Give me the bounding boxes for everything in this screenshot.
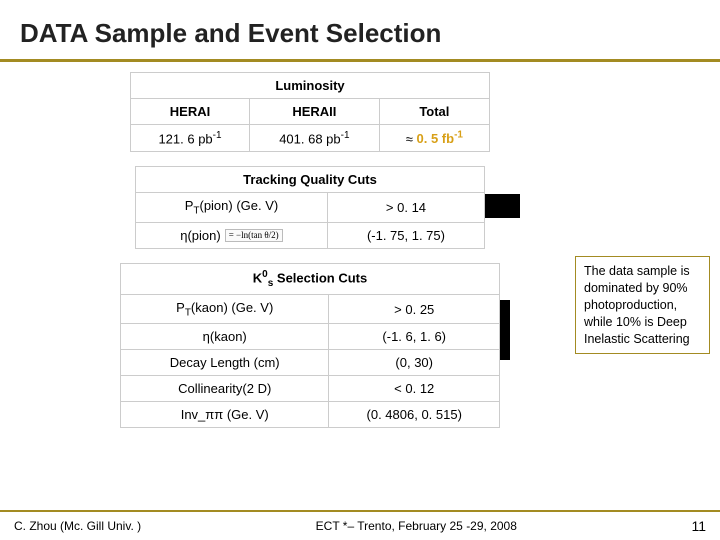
kaon-value: (-1. 6, 1. 6) — [329, 324, 500, 350]
lum-val-total: ≈ 0. 5 fb-1 — [379, 125, 489, 152]
page-title: DATA Sample and Event Selection — [20, 18, 720, 49]
kaon-label: Collinearity(2 D) — [121, 376, 329, 402]
kaon-label: η(kaon) — [121, 324, 329, 350]
tracking-value: > 0. 14 — [327, 193, 484, 223]
table-row: Inv_ππ (Ge. V)(0. 4806, 0. 515) — [121, 402, 500, 428]
tracking-label: η(pion) = −ln(tan θ/2) — [136, 222, 328, 248]
table-row: Decay Length (cm)(0, 30) — [121, 350, 500, 376]
title-bar: DATA Sample and Event Selection — [0, 0, 720, 62]
tracking-header: Tracking Quality Cuts — [136, 167, 485, 193]
table-row: η(kaon)(-1. 6, 1. 6) — [121, 324, 500, 350]
footer: C. Zhou (Mc. Gill Univ. ) ECT *– Trento,… — [0, 510, 720, 540]
content-area: Luminosity HERAI HERAII Total 121. 6 pb-… — [0, 62, 720, 502]
tracking-table: Tracking Quality Cuts PT(pion) (Ge. V)> … — [135, 166, 485, 249]
kaon-table: K0s Selection Cuts PT(kaon) (Ge. V)> 0. … — [120, 263, 500, 429]
lum-col-2: Total — [379, 99, 489, 125]
luminosity-val-row: 121. 6 pb-1 401. 68 pb-1 ≈ 0. 5 fb-1 — [131, 125, 490, 152]
lum-val-0: 121. 6 pb-1 — [131, 125, 250, 152]
table-row: η(pion) = −ln(tan θ/2)(-1. 75, 1. 75) — [136, 222, 485, 248]
kaon-label: Decay Length (cm) — [121, 350, 329, 376]
tracking-value: (-1. 75, 1. 75) — [327, 222, 484, 248]
table-row: PT(pion) (Ge. V)> 0. 14 — [136, 193, 485, 223]
table-row: Collinearity(2 D)< 0. 12 — [121, 376, 500, 402]
kaon-value: (0. 4806, 0. 515) — [329, 402, 500, 428]
kaon-label: PT(kaon) (Ge. V) — [121, 294, 329, 324]
footer-left: C. Zhou (Mc. Gill Univ. ) — [14, 519, 141, 533]
luminosity-header: Luminosity — [131, 73, 490, 99]
kaon-value: (0, 30) — [329, 350, 500, 376]
kaon-body: PT(kaon) (Ge. V)> 0. 25η(kaon)(-1. 6, 1.… — [121, 294, 500, 428]
luminosity-table: Luminosity HERAI HERAII Total 121. 6 pb-… — [130, 72, 490, 152]
footer-center: ECT *– Trento, February 25 -29, 2008 — [316, 519, 517, 533]
kaon-label: Inv_ππ (Ge. V) — [121, 402, 329, 428]
note-box: The data sample is dominated by 90% phot… — [575, 256, 710, 354]
footer-page: 11 — [691, 518, 706, 534]
lum-val-1: 401. 68 pb-1 — [250, 125, 380, 152]
table-row: PT(kaon) (Ge. V)> 0. 25 — [121, 294, 500, 324]
lum-col-0: HERAI — [131, 99, 250, 125]
kaon-value: > 0. 25 — [329, 294, 500, 324]
kaon-value: < 0. 12 — [329, 376, 500, 402]
tracking-label: PT(pion) (Ge. V) — [136, 193, 328, 223]
tracking-body: PT(pion) (Ge. V)> 0. 14η(pion) = −ln(tan… — [136, 193, 485, 249]
tables-area: Luminosity HERAI HERAII Total 121. 6 pb-… — [110, 72, 510, 428]
lum-col-1: HERAII — [250, 99, 380, 125]
luminosity-col-row: HERAI HERAII Total — [131, 99, 490, 125]
kaon-header: K0s Selection Cuts — [121, 263, 500, 294]
